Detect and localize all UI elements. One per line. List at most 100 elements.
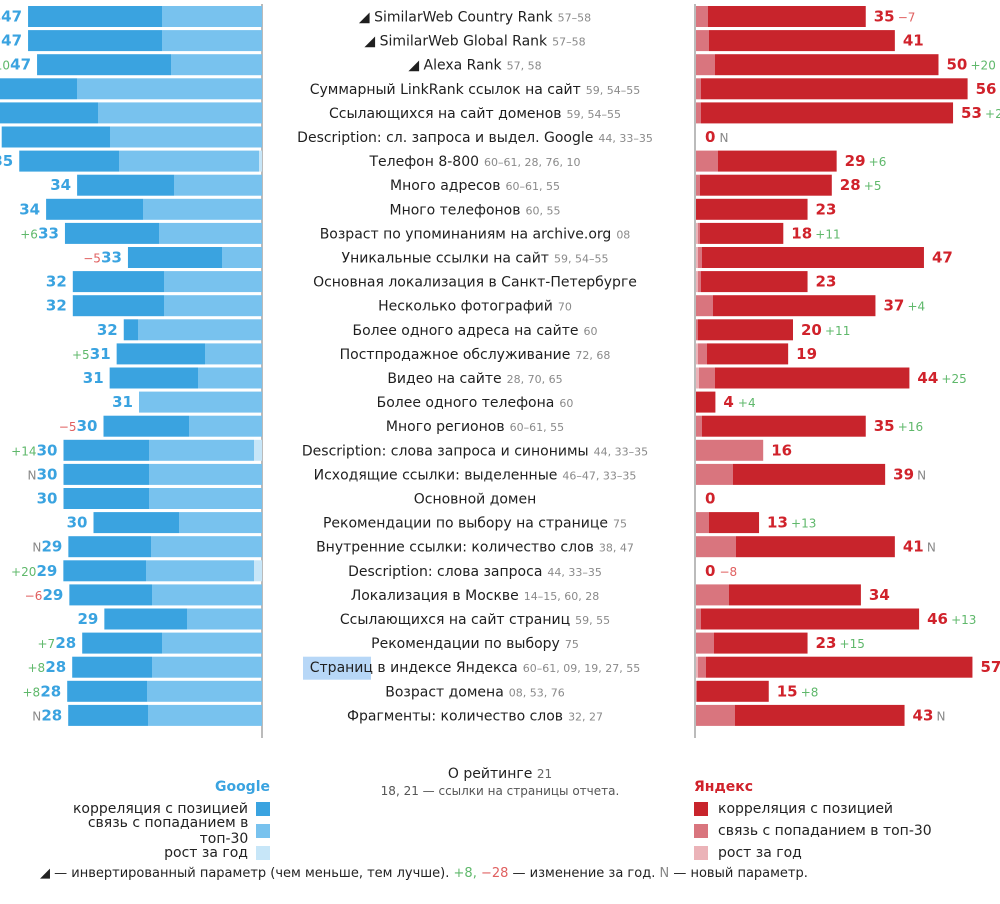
row-label-refs[interactable]: 38, 47 [599, 542, 634, 555]
row-label-refs[interactable]: 28, 70, 65 [507, 373, 563, 386]
row-label-refs[interactable]: 60–61, 09, 19, 27, 55 [523, 662, 640, 675]
inverted-icon: ◢ [40, 866, 50, 881]
chart-row: 33−5 Уникальные ссылки на сайт 59, 54–55 47 [83, 247, 953, 268]
chart-row: 28N Фрагменты: количество слов 32, 27 43 N [32, 704, 946, 726]
google-corr-bar [1, 126, 111, 148]
chart: 47−4◢ SimilarWeb Country Rank57–5835−747… [0, 4, 1000, 738]
row-label-text: Исходящие ссылки: выделенные [314, 467, 558, 483]
row-label-refs[interactable]: 75 [613, 518, 627, 531]
row-label: Локализация в Москве 14–15, 60, 28 [351, 588, 600, 604]
row-label-refs[interactable]: 57–58 [552, 36, 586, 49]
google-change-label: +7 [37, 637, 55, 651]
google-change-label: +14 [11, 444, 36, 458]
google-change-label: N [28, 468, 37, 482]
google-value-label: 28 [45, 658, 66, 676]
row-label-refs[interactable]: 72, 68 [575, 349, 610, 362]
google-top30-bar [164, 271, 262, 293]
yandex-growth-bar [696, 247, 698, 268]
google-value-label: 35 [0, 152, 13, 170]
row-label-refs[interactable]: 08, 53, 76 [509, 686, 565, 699]
yandex-top30-bar [696, 463, 733, 485]
row-label-refs[interactable]: 44, 33–35 [598, 132, 652, 145]
row-label: Телефон 8-800 60–61, 28, 76, 10 [368, 154, 580, 170]
yandex-corr-bar [733, 463, 886, 485]
google-top30-bar [146, 560, 254, 582]
footnote-part3: — новый параметр. [669, 866, 808, 881]
yandex-value-label: 23 [816, 634, 837, 652]
row-label-refs[interactable]: 14–15, 60, 28 [524, 590, 599, 603]
row-label-refs[interactable]: 59, 54–55 [554, 253, 608, 266]
yandex-change-label: +16 [898, 420, 923, 434]
row-label-text: Суммарный LinkRank ссылок на сайт [310, 82, 581, 98]
row-label-refs[interactable]: 60 [559, 397, 573, 410]
row-label-refs[interactable]: 59, 54–55 [586, 84, 640, 97]
yandex-corr-bar [700, 222, 784, 244]
row-label-refs[interactable]: 60–61, 55 [505, 180, 559, 193]
row-label-refs[interactable]: 59, 54–55 [567, 108, 621, 121]
yandex-top30-bar [696, 536, 736, 558]
yandex-top30-bar [696, 150, 718, 172]
google-corr-bar [72, 656, 152, 678]
row-label-refs[interactable]: 60, 55 [526, 204, 561, 217]
row-label-refs[interactable]: 44, 33–35 [547, 566, 601, 579]
legend-google-item-corr: корреляция с позицией [72, 801, 248, 817]
yandex-value-label: 57 [980, 658, 1000, 676]
row-label-text: Много регионов [386, 419, 505, 435]
yandex-corr-bar [729, 584, 861, 606]
google-corr-bar [0, 102, 98, 124]
row-label: Внутренние ссылки: количество слов 38, 47 [316, 540, 634, 556]
row-label: Исходящие ссылки: выделенные 46–47, 33–35 [314, 467, 637, 483]
yandex-change-label: +20 [971, 59, 996, 73]
google-top30-bar [149, 439, 254, 461]
google-change-label: +5 [72, 348, 90, 362]
google-top30-bar [151, 536, 262, 558]
row-label-refs[interactable]: 60–61, 28, 76, 10 [484, 156, 580, 169]
row-label-refs[interactable]: 60 [583, 325, 597, 338]
google-value-label: 28 [40, 682, 61, 700]
row-label-refs[interactable]: 08 [616, 228, 630, 241]
google-corr-bar [82, 632, 162, 654]
google-change-label: +8 [22, 685, 40, 699]
row-label-refs[interactable]: 44, 33–35 [594, 445, 648, 458]
yandex-top30-bar [696, 632, 714, 654]
yandex-top30-bar [696, 584, 729, 606]
yandex-value-label: 23 [816, 273, 837, 291]
google-top30-bar [164, 295, 262, 317]
yandex-value-label: 53 [961, 104, 982, 122]
yandex-corr-bar [701, 78, 968, 100]
google-value-label: 32 [46, 273, 67, 291]
row-label: Страниц в индексе Яндекса 60–61, 09, 19, … [310, 660, 640, 676]
row-label-refs[interactable]: 60–61, 55 [510, 421, 564, 434]
about-title[interactable]: О рейтинге [447, 766, 533, 782]
legend-google-swatch-growth [256, 846, 270, 860]
row-label-refs[interactable]: 46–47, 33–35 [562, 469, 636, 482]
google-value-label: 29 [77, 610, 98, 628]
legend-yandex-item-top30: связь с попаданием в топ-30 [718, 823, 932, 839]
row-label-refs[interactable]: 57, 58 [507, 60, 542, 73]
google-value-label: 34 [50, 176, 71, 194]
row-label: ◢ SimilarWeb Global Rank 57–58 [364, 34, 585, 50]
row-label-refs[interactable]: 59, 55 [575, 614, 610, 627]
google-growth-bar [259, 150, 262, 172]
google-growth-bar [254, 560, 262, 582]
about-title-ref[interactable]: 21 [536, 767, 553, 781]
yandex-top30-bar [696, 102, 701, 124]
row-label-refs[interactable]: 70 [558, 301, 572, 314]
yandex-value-label: 0 [705, 490, 715, 508]
row-label-text: Description: сл. запроса и выдел. Google [297, 130, 593, 146]
row-label-refs[interactable]: 57–58 [558, 12, 592, 25]
google-value-label: 29 [41, 538, 62, 556]
google-corr-bar [68, 536, 151, 558]
row-label-refs[interactable]: 32, 27 [568, 710, 603, 723]
yandex-value-label: 50 [947, 56, 968, 74]
row-label-refs[interactable]: 75 [565, 638, 579, 651]
google-value-label: 32 [46, 297, 67, 315]
yandex-corr-bar [696, 391, 716, 413]
google-top30-bar [187, 608, 262, 630]
yandex-top30-bar [696, 174, 700, 196]
row-label-text: Более одного телефона [377, 395, 555, 411]
yandex-corr-bar [718, 150, 837, 172]
yandex-value-label: 18 [791, 224, 812, 242]
yandex-value-label: 19 [796, 345, 817, 363]
row-label: Много телефонов 60, 55 [389, 202, 560, 218]
